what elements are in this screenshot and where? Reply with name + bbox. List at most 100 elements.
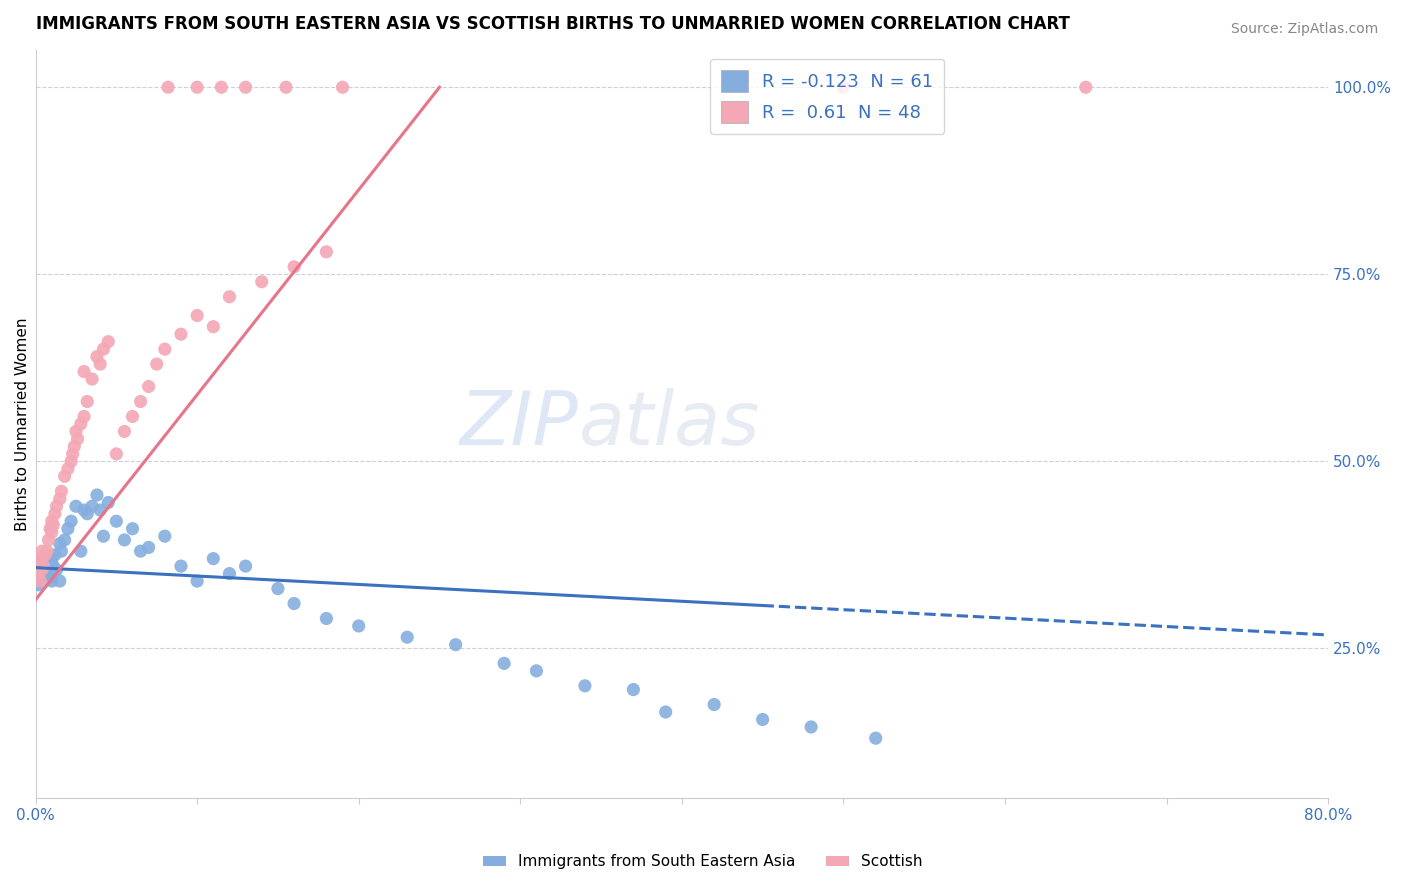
Point xyxy=(25,563,48,577)
Point xyxy=(65,500,87,514)
Point xyxy=(621,682,644,697)
Point xyxy=(51,484,73,499)
Point xyxy=(69,544,91,558)
Point xyxy=(45,500,67,514)
Point xyxy=(25,566,48,581)
Point xyxy=(86,488,108,502)
Point xyxy=(32,566,55,581)
Point xyxy=(73,503,96,517)
Point xyxy=(89,503,111,517)
Point xyxy=(250,275,273,289)
Point xyxy=(145,357,167,371)
Point xyxy=(347,619,370,633)
Point xyxy=(76,394,98,409)
Point xyxy=(44,548,66,562)
Point xyxy=(202,551,225,566)
Point xyxy=(235,80,257,95)
Point xyxy=(41,551,63,566)
Point xyxy=(751,713,773,727)
Point xyxy=(51,544,73,558)
Point xyxy=(73,365,96,379)
Point xyxy=(274,80,297,95)
Point xyxy=(153,529,176,543)
Point xyxy=(34,559,56,574)
Point xyxy=(315,244,337,259)
Point xyxy=(37,563,59,577)
Point xyxy=(703,698,725,712)
Point xyxy=(39,570,62,584)
Point xyxy=(34,548,56,562)
Point xyxy=(494,657,516,671)
Point xyxy=(170,559,193,574)
Point xyxy=(93,529,115,543)
Point xyxy=(30,559,52,574)
Point xyxy=(37,533,59,547)
Point xyxy=(31,563,53,577)
Point xyxy=(31,574,53,588)
Point xyxy=(49,574,72,588)
Point xyxy=(30,574,52,588)
Point xyxy=(396,630,419,644)
Point xyxy=(832,80,855,95)
Point xyxy=(654,705,676,719)
Point xyxy=(28,555,51,569)
Point xyxy=(105,514,128,528)
Point xyxy=(170,327,193,342)
Point xyxy=(63,439,86,453)
Point xyxy=(32,559,55,574)
Legend: R = -0.123  N = 61, R =  0.61  N = 48: R = -0.123 N = 61, R = 0.61 N = 48 xyxy=(710,59,945,134)
Text: atlas: atlas xyxy=(578,388,759,460)
Point xyxy=(76,507,98,521)
Point xyxy=(315,611,337,625)
Point xyxy=(138,379,160,393)
Point xyxy=(526,664,548,678)
Point xyxy=(28,578,51,592)
Point xyxy=(42,518,65,533)
Point xyxy=(53,533,76,547)
Point xyxy=(121,522,143,536)
Point xyxy=(202,319,225,334)
Point xyxy=(186,309,208,323)
Point xyxy=(53,469,76,483)
Point xyxy=(56,522,79,536)
Point xyxy=(34,570,56,584)
Point xyxy=(93,342,115,356)
Point xyxy=(218,566,240,581)
Y-axis label: Births to Unmarried Women: Births to Unmarried Women xyxy=(15,318,30,531)
Point xyxy=(97,334,120,349)
Point xyxy=(235,559,257,574)
Point xyxy=(41,525,63,540)
Point xyxy=(267,582,290,596)
Point xyxy=(82,372,104,386)
Point xyxy=(39,522,62,536)
Point xyxy=(82,500,104,514)
Point xyxy=(283,597,305,611)
Point xyxy=(1074,80,1097,95)
Point xyxy=(44,507,66,521)
Point xyxy=(65,425,87,439)
Point xyxy=(138,541,160,555)
Point xyxy=(800,720,823,734)
Point xyxy=(129,544,152,558)
Point xyxy=(30,551,52,566)
Point xyxy=(129,394,152,409)
Point xyxy=(49,491,72,506)
Point xyxy=(283,260,305,274)
Point xyxy=(49,536,72,550)
Point xyxy=(218,290,240,304)
Point xyxy=(186,80,208,95)
Point xyxy=(35,548,58,562)
Point xyxy=(89,357,111,371)
Point xyxy=(60,454,83,468)
Point xyxy=(66,432,89,446)
Text: IMMIGRANTS FROM SOUTH EASTERN ASIA VS SCOTTISH BIRTHS TO UNMARRIED WOMEN CORRELA: IMMIGRANTS FROM SOUTH EASTERN ASIA VS SC… xyxy=(35,15,1070,33)
Point xyxy=(121,409,143,424)
Point xyxy=(186,574,208,588)
Text: ZIP: ZIP xyxy=(460,388,578,460)
Point xyxy=(69,417,91,431)
Point xyxy=(30,570,52,584)
Point xyxy=(97,495,120,509)
Point xyxy=(112,533,135,547)
Point xyxy=(153,342,176,356)
Point xyxy=(31,544,53,558)
